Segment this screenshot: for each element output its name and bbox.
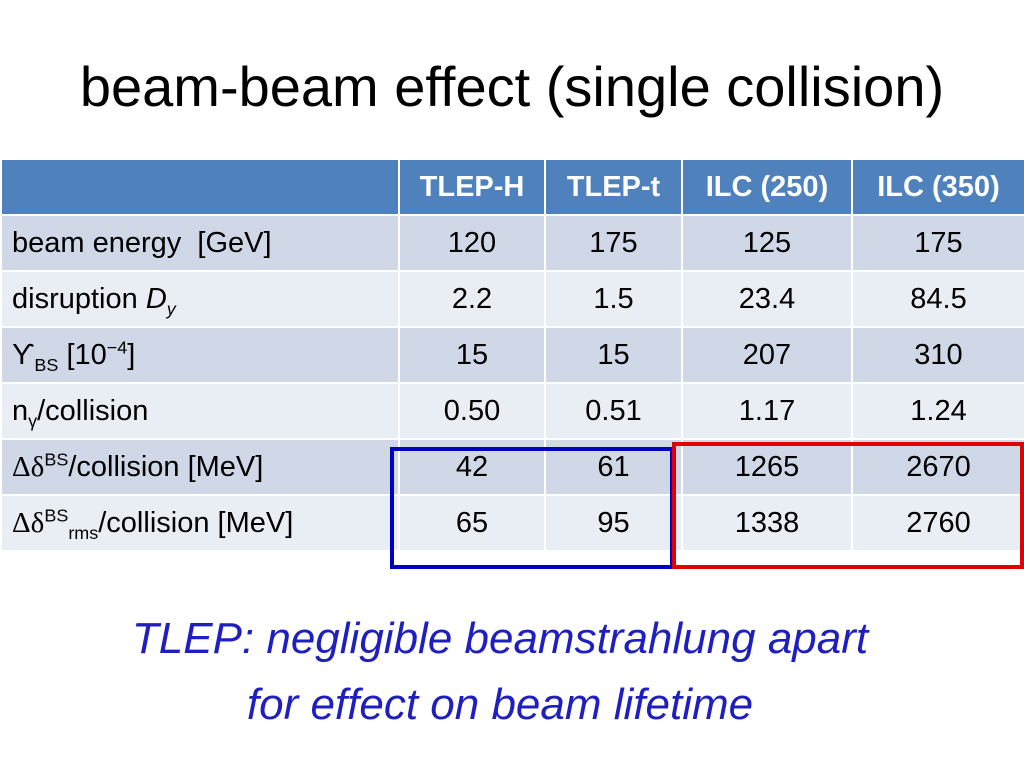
label-tail: ] xyxy=(127,338,136,371)
label-text: beam energy [GeV] xyxy=(12,226,272,259)
conclusion-line-2: for effect on beam lifetime xyxy=(246,680,754,729)
table-row-disruption: disruption Dy 2.2 1.5 23.4 84.5 xyxy=(0,270,1024,328)
table-row-energy-loss-rms: ΔδBSrms/collision [MeV] 65 95 1338 2760 xyxy=(0,494,1024,552)
header-tlep-h: TLEP-H xyxy=(398,158,546,216)
label-text: n xyxy=(12,394,29,427)
table-row-beam-energy: beam energy [GeV] 120 175 125 175 xyxy=(0,214,1024,272)
table-cell: 42 xyxy=(398,438,546,496)
label-superscript: BS xyxy=(44,448,69,469)
table-cell: 175 xyxy=(544,214,683,272)
conclusion-text: TLEP: negligible beamstrahlung apart for… xyxy=(0,606,1000,738)
label-text: disruption xyxy=(12,282,146,315)
table-cell: 2760 xyxy=(851,494,1024,552)
label-subscript: BS xyxy=(34,354,59,375)
label-subscript: rms xyxy=(68,522,99,543)
label-subscript: y xyxy=(166,298,176,319)
label-rest: [10 xyxy=(58,338,107,371)
row-label-energy-loss: ΔδBS/collision [MeV] xyxy=(0,438,400,496)
label-italic: D xyxy=(145,282,167,315)
header-ilc-350: ILC (350) xyxy=(851,158,1024,216)
header-corner xyxy=(0,158,400,216)
table-cell: 0.50 xyxy=(398,382,546,440)
row-label-energy-loss-rms: ΔδBSrms/collision [MeV] xyxy=(0,494,400,552)
label-rest: /collision [MeV] xyxy=(98,506,294,539)
table-cell: 1338 xyxy=(681,494,853,552)
table-header-row: TLEP-H TLEP-t ILC (250) ILC (350) xyxy=(0,158,1024,216)
table-cell: 61 xyxy=(544,438,683,496)
parameter-table: TLEP-H TLEP-t ILC (250) ILC (350) beam e… xyxy=(0,158,1024,552)
row-label-photons: nγ/collision xyxy=(0,382,400,440)
header-tlep-t: TLEP-t xyxy=(544,158,683,216)
table-cell: 84.5 xyxy=(851,270,1024,328)
label-rest: /collision xyxy=(37,394,149,427)
label-superscript: BS xyxy=(44,504,69,525)
label-subscript: γ xyxy=(28,410,38,431)
table-cell: 120 xyxy=(398,214,546,272)
conclusion-line-1: TLEP: negligible beamstrahlung apart xyxy=(131,614,869,663)
row-label-beam-energy: beam energy [GeV] xyxy=(0,214,400,272)
table-cell: 23.4 xyxy=(681,270,853,328)
table-cell: 95 xyxy=(544,494,683,552)
table-cell: 125 xyxy=(681,214,853,272)
table-cell: 0.51 xyxy=(544,382,683,440)
table-cell: 1265 xyxy=(681,438,853,496)
table-row-photons: nγ/collision 0.50 0.51 1.17 1.24 xyxy=(0,382,1024,440)
slide-title: beam-beam effect (single collision) xyxy=(79,55,945,118)
table-cell: 1.5 xyxy=(544,270,683,328)
table-cell: 65 xyxy=(398,494,546,552)
table-row-upsilon: ϒBS [10−4] 15 15 207 310 xyxy=(0,326,1024,384)
header-ilc-250: ILC (250) xyxy=(681,158,853,216)
row-label-disruption: disruption Dy xyxy=(0,270,400,328)
table-cell: 2.2 xyxy=(398,270,546,328)
label-symbol: Δδ xyxy=(12,506,45,539)
table-cell: 207 xyxy=(681,326,853,384)
table-cell: 1.24 xyxy=(851,382,1024,440)
table-cell: 2670 xyxy=(851,438,1024,496)
row-label-upsilon: ϒBS [10−4] xyxy=(0,326,400,384)
table-cell: 1.17 xyxy=(681,382,853,440)
label-superscript: −4 xyxy=(106,336,128,357)
table-cell: 175 xyxy=(851,214,1024,272)
table-row-energy-loss: ΔδBS/collision [MeV] 42 61 1265 2670 xyxy=(0,438,1024,496)
label-symbol: Δδ xyxy=(12,450,45,483)
label-rest: /collision [MeV] xyxy=(68,450,264,483)
label-text: ϒ xyxy=(12,338,35,371)
table-cell: 15 xyxy=(544,326,683,384)
table-cell: 310 xyxy=(851,326,1024,384)
table-cell: 15 xyxy=(398,326,546,384)
